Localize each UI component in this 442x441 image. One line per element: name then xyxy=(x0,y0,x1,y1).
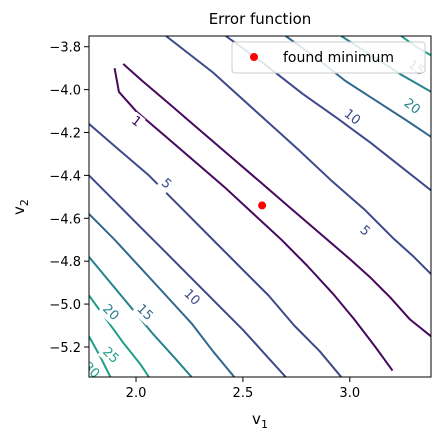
contour-label-group-5: 15 xyxy=(131,299,158,326)
contour-label-bg xyxy=(178,284,205,311)
contour-line-1-1 xyxy=(113,68,394,372)
x-axis-label: v1 xyxy=(252,410,268,431)
contour-label-bg xyxy=(398,94,425,120)
y-tick-label: −5.2 xyxy=(49,341,81,356)
y-tick-label: −3.8 xyxy=(49,41,81,56)
found-minimum-point xyxy=(258,201,267,210)
plot-frame xyxy=(88,35,432,378)
y-tick-label: −4.0 xyxy=(49,84,81,99)
legend: found minimum xyxy=(231,41,426,74)
contour-label: 15 xyxy=(133,302,155,324)
y-axis-label: v2 xyxy=(10,199,31,215)
contour-label-group-8: 25 xyxy=(97,342,124,369)
chart-title: Error function xyxy=(209,10,312,28)
contour-label-bg xyxy=(131,299,158,326)
x-axis-ticks: 2.0 2.5 3.0 xyxy=(126,377,360,401)
contour-label-bg xyxy=(97,299,124,326)
contour-line-5-1 xyxy=(89,123,342,377)
contour-label: 30 xyxy=(80,359,102,381)
y-tick-label: −5.0 xyxy=(49,298,81,313)
x-tick-label: 2.0 xyxy=(126,386,147,401)
contour-label-bg xyxy=(354,221,375,242)
contour-label-group-6: 20 xyxy=(398,94,425,120)
contour-label: 10 xyxy=(341,106,363,128)
y-axis-ticks: −3.8 −4.0 −4.2 −4.4 −4.6 −4.8 −5.0 −5.2 xyxy=(49,41,89,356)
x-tick-label: 3.0 xyxy=(339,386,360,401)
contour-label: 10 xyxy=(180,286,202,308)
contour-line-10-1 xyxy=(89,174,287,377)
contour-label-group-0: 1 xyxy=(126,111,146,132)
x-tick-label: 2.5 xyxy=(233,386,254,401)
contour-label-bg xyxy=(126,111,146,132)
contour-labels: 1551010152020253015 xyxy=(80,55,429,381)
y-tick-label: −4.2 xyxy=(49,127,81,142)
y-tick-label: −4.4 xyxy=(49,169,81,184)
legend-label: found minimum xyxy=(283,50,394,66)
contour-label-group-3: 10 xyxy=(339,105,365,130)
legend-box xyxy=(231,41,426,74)
legend-marker xyxy=(250,53,258,61)
contour-label-bg xyxy=(339,105,365,130)
y-tick-label: −4.6 xyxy=(49,212,81,227)
contour-label-group-9: 30 xyxy=(80,357,104,381)
contour-label-group-2: 5 xyxy=(354,221,375,242)
contour-label-group-1: 5 xyxy=(156,174,176,194)
contour-label-bg xyxy=(97,342,124,369)
contour-line-5-0 xyxy=(165,36,431,275)
contour-line-1-0 xyxy=(122,63,431,338)
contour-line-15-1 xyxy=(89,213,236,377)
contour-label-bg xyxy=(156,174,176,194)
contour-label: 20 xyxy=(401,96,423,118)
y-tick-label: −4.8 xyxy=(49,255,81,270)
contour-label: 20 xyxy=(99,302,121,324)
contour-label-group-7: 20 xyxy=(97,299,124,326)
contour-label-group-4: 10 xyxy=(178,284,205,311)
